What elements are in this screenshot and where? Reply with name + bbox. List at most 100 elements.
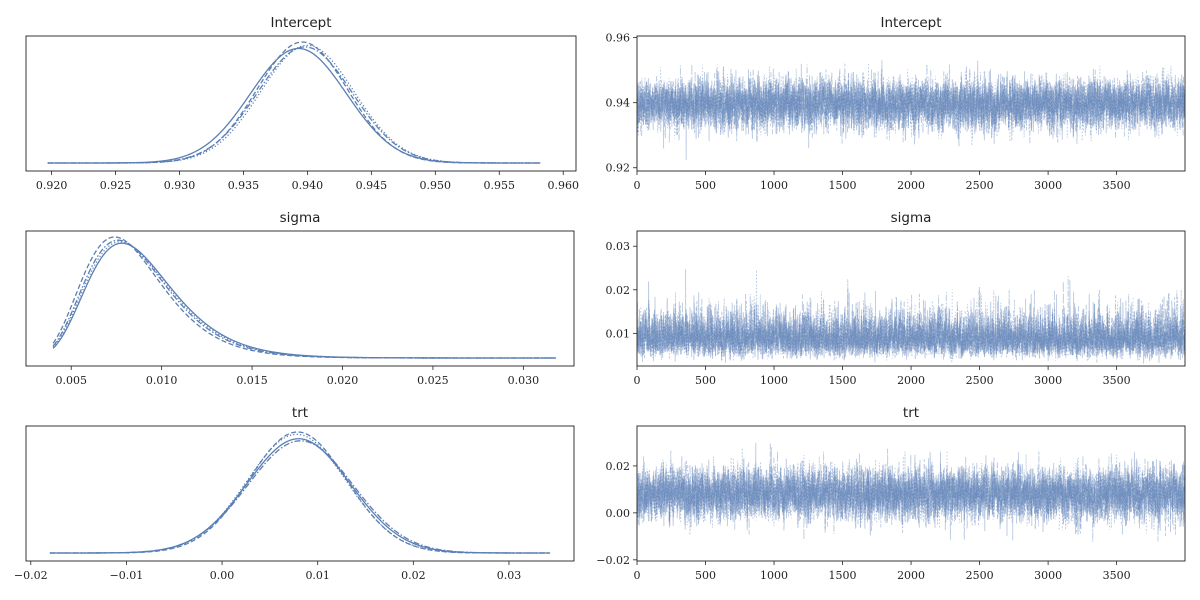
trt-trace-panel: trt −0.02 0.00 0.02 0 500 1000 1500 2000 2500 3000… <box>596 405 1186 582</box>
intercept-density-chain-2-density-line <box>47 41 541 164</box>
trt-density-plot-area <box>49 431 551 554</box>
intercept-density-frame <box>25 35 577 172</box>
trt-density-frame <box>25 425 575 562</box>
sigma-trace-y-tick-label: 0.02 <box>606 284 631 297</box>
trt-trace-x-tick-label: 2000 <box>897 569 925 582</box>
sigma-density-x-tick-label: 0.020 <box>327 374 359 387</box>
intercept-trace-panel: Intercept 0.92 0.94 0.96 0 500 1000 1500 2000 250… <box>606 15 1186 192</box>
sigma-trace-x-tick-label: 2500 <box>966 374 994 387</box>
sigma-density-x-tick-label: 0.030 <box>508 374 540 387</box>
intercept-density-x-tick-label: 0.925 <box>100 179 132 192</box>
trt-density-x-tick-label: 0.01 <box>305 569 330 582</box>
sigma-density-x-tick-label: 0.025 <box>417 374 449 387</box>
sigma-trace-x-tick-label: 1500 <box>829 374 857 387</box>
trt-density-x-tick-label: 0.02 <box>401 569 426 582</box>
trt-density-chain-0-density-line <box>49 438 551 554</box>
intercept-density-x-tick-label: 0.940 <box>292 179 324 192</box>
sigma-trace-x-tick-label: 500 <box>695 374 716 387</box>
trt-density-chain-2-density-line <box>49 431 551 554</box>
sigma-density-x-tick-label: 0.010 <box>146 374 178 387</box>
trt-trace-y-tick-label: 0.02 <box>606 460 631 473</box>
intercept-trace-x-tick-label: 500 <box>695 179 716 192</box>
trt-trace-x-tick-label: 0 <box>634 569 641 582</box>
trt-trace-x-tick-label: 3000 <box>1034 569 1062 582</box>
intercept-density-chain-0-density-line <box>47 47 541 164</box>
trt-density-x-tick-label: 0.03 <box>497 569 522 582</box>
intercept-density-panel: Intercept 0.920 0.925 0.930 0.935 0.940 0.945 0… <box>25 15 579 192</box>
intercept-trace-y-tick-label: 0.92 <box>606 162 631 175</box>
sigma-density-chain-3-density-line <box>52 239 556 359</box>
sigma-trace-y-tick-label: 0.01 <box>606 327 631 340</box>
sigma-trace-x-tick-label: 0 <box>634 374 641 387</box>
trt-density-x-tick-label: −0.01 <box>110 569 144 582</box>
sigma-trace-x-tick-label: 2000 <box>897 374 925 387</box>
sigma-trace-x-tick-label: 3500 <box>1103 374 1131 387</box>
trt-trace-x-tick-label: 2500 <box>966 569 994 582</box>
intercept-density-x-tick-label: 0.950 <box>420 179 452 192</box>
trt-trace-x-tick-label: 500 <box>695 569 716 582</box>
sigma-trace-chain-2-trace-line <box>637 269 1185 363</box>
sigma-density-chain-0-density-line <box>52 242 556 359</box>
intercept-trace-chain-0-trace-line <box>637 60 1185 161</box>
sigma-trace-panel: sigma 0.01 0.02 0.03 0 500 1000 1500 2000 2500 300… <box>606 210 1186 387</box>
sigma-density-title: sigma <box>280 210 321 226</box>
intercept-density-chain-3-density-line <box>47 46 541 164</box>
sigma-density-chain-1-density-line <box>52 241 556 359</box>
sigma-density-x-tick-label: 0.015 <box>236 374 268 387</box>
sigma-trace-plot-area <box>637 269 1185 364</box>
trt-trace-chain-1-trace-line <box>637 447 1185 536</box>
intercept-density-x-tick-label: 0.935 <box>228 179 260 192</box>
trt-trace-chain-0-trace-line <box>637 442 1185 537</box>
intercept-density-plot-area <box>47 41 541 164</box>
sigma-trace-x-tick-label: 1000 <box>760 374 788 387</box>
intercept-trace-chain-2-trace-line <box>637 63 1185 147</box>
trt-trace-y-tick-label: −0.02 <box>596 554 630 567</box>
intercept-trace-title: Intercept <box>881 15 942 31</box>
sigma-trace-chain-3-trace-line <box>637 276 1185 363</box>
sigma-density-panel: sigma 0.005 0.010 0.015 0.020 0.025 0.030 <box>25 210 575 387</box>
sigma-density-frame <box>25 230 575 367</box>
intercept-trace-x-tick-label: 1500 <box>829 179 857 192</box>
intercept-trace-x-tick-label: 1000 <box>760 179 788 192</box>
intercept-density-x-tick-label: 0.960 <box>547 179 579 192</box>
sigma-density-plot-area <box>52 236 556 359</box>
trt-trace-x-tick-label: 1000 <box>760 569 788 582</box>
intercept-trace-x-tick-label: 2000 <box>897 179 925 192</box>
intercept-trace-plot-area <box>637 60 1185 161</box>
trt-density-title: trt <box>292 405 308 421</box>
trt-trace-title: trt <box>903 405 919 421</box>
trt-trace-x-tick-label: 1500 <box>829 569 857 582</box>
trt-density-chain-3-density-line <box>49 440 551 554</box>
intercept-trace-x-tick-label: 2500 <box>966 179 994 192</box>
sigma-trace-y-tick-label: 0.03 <box>606 240 631 253</box>
sigma-trace-title: sigma <box>891 210 932 226</box>
sigma-trace-chain-0-trace-line <box>637 280 1185 364</box>
sigma-density-chain-2-density-line <box>52 236 556 359</box>
intercept-trace-chain-3-trace-line <box>637 63 1185 145</box>
sigma-density-x-tick-label: 0.005 <box>55 374 87 387</box>
intercept-density-x-tick-label: 0.920 <box>36 179 68 192</box>
intercept-density-x-tick-label: 0.945 <box>356 179 388 192</box>
intercept-trace-x-tick-label: 0 <box>634 179 641 192</box>
sigma-trace-chain-1-trace-line <box>637 269 1185 363</box>
intercept-trace-x-tick-label: 3000 <box>1034 179 1062 192</box>
intercept-trace-x-tick-label: 3500 <box>1103 179 1131 192</box>
trt-trace-plot-area <box>637 442 1185 542</box>
trt-density-x-tick-label: −0.02 <box>14 569 48 582</box>
intercept-density-title: Intercept <box>271 15 332 31</box>
trt-trace-chain-2-trace-line <box>637 442 1185 540</box>
intercept-trace-chain-1-trace-line <box>637 62 1185 146</box>
intercept-density-x-tick-label: 0.955 <box>484 179 516 192</box>
intercept-density-chain-1-density-line <box>47 44 541 164</box>
intercept-trace-y-tick-label: 0.96 <box>606 32 631 45</box>
trt-density-x-tick-label: 0.00 <box>210 569 235 582</box>
trt-trace-chain-3-trace-line <box>637 448 1185 542</box>
intercept-trace-y-tick-label: 0.94 <box>606 97 631 110</box>
trt-trace-y-tick-label: 0.00 <box>606 507 631 520</box>
sigma-trace-x-tick-label: 3000 <box>1034 374 1062 387</box>
trt-density-chain-1-density-line <box>49 433 551 554</box>
trt-density-panel: trt −0.02 −0.01 0.00 0.01 0.02 0.03 <box>14 405 575 582</box>
intercept-density-x-tick-label: 0.930 <box>164 179 196 192</box>
trt-trace-x-tick-label: 3500 <box>1103 569 1131 582</box>
